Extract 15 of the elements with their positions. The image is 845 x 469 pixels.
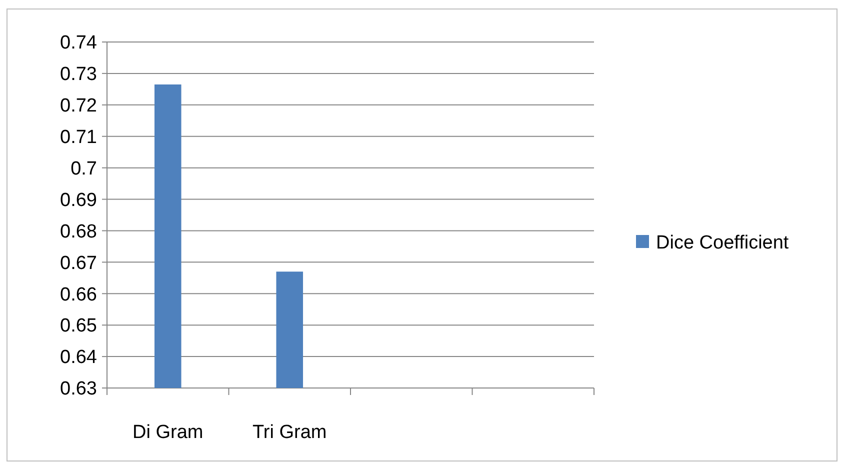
x-tick-label: Di Gram xyxy=(132,422,204,443)
y-tick-label: 0.73 xyxy=(60,64,97,86)
y-tick-label: 0.69 xyxy=(60,190,97,211)
y-tick-label: 0.72 xyxy=(60,96,97,117)
y-tick-label: 0.65 xyxy=(60,316,97,337)
x-tick-label: Tri Gram xyxy=(252,422,327,443)
y-tick-label: 0.67 xyxy=(60,252,97,274)
y-tick-label: 0.66 xyxy=(60,284,97,306)
y-tick-label: 0.71 xyxy=(60,127,97,148)
y-tick-label: 0.63 xyxy=(60,378,97,400)
y-tick-label: 0.68 xyxy=(60,221,97,242)
y-tick-label: 0.64 xyxy=(60,347,98,368)
y-tick-label: 0.7 xyxy=(70,158,97,180)
legend-label: Dice Coefficient xyxy=(656,232,790,254)
y-tick-label: 0.74 xyxy=(60,32,98,54)
